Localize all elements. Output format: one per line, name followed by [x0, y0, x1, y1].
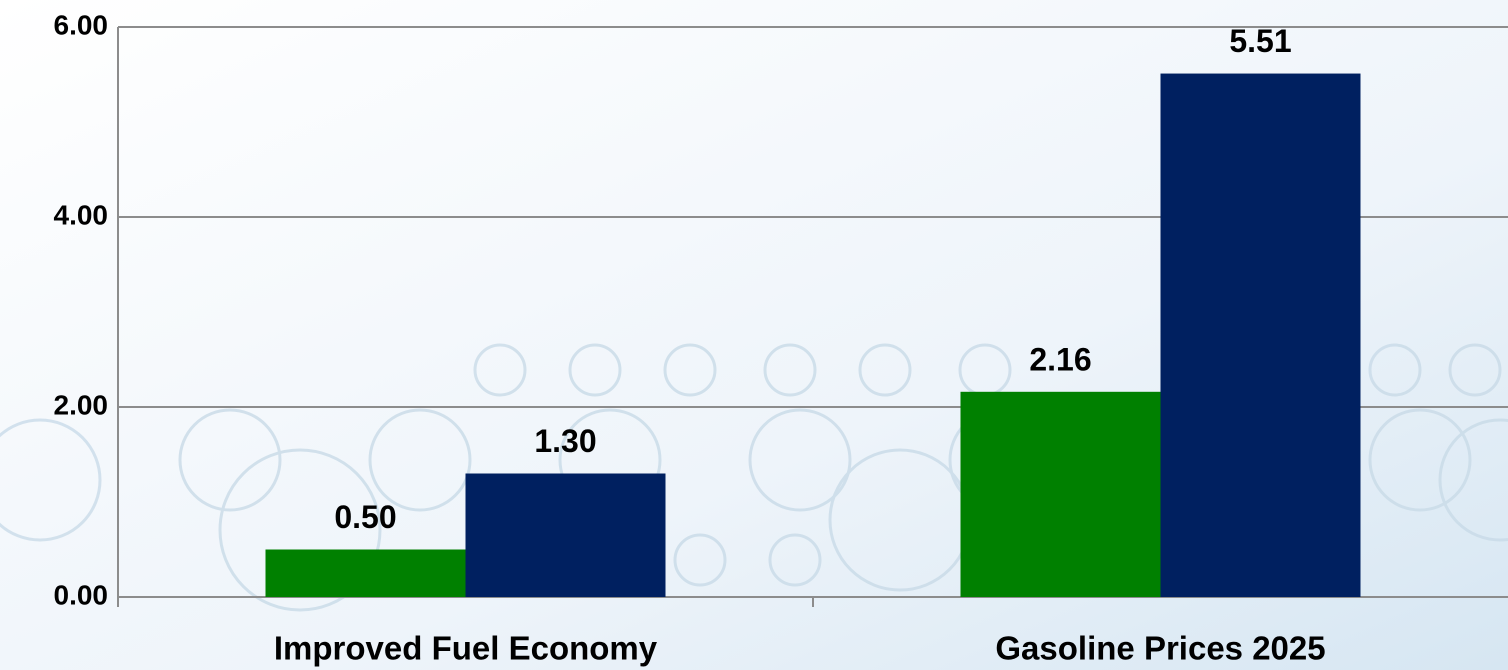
bar — [960, 391, 1161, 597]
x-tick-label: Gasoline Prices 2025 — [995, 630, 1325, 667]
data-label: 2.16 — [1029, 341, 1091, 377]
y-tick-label: 2.00 — [54, 389, 109, 420]
data-label: 1.30 — [534, 423, 596, 459]
bar — [465, 473, 666, 597]
bar — [265, 549, 466, 597]
data-label: 5.51 — [1229, 23, 1291, 59]
x-tick-label: Improved Fuel Economy — [274, 630, 658, 667]
bar — [1160, 73, 1361, 598]
y-tick-label: 6.00 — [54, 9, 109, 40]
y-tick-label: 0.00 — [54, 579, 109, 610]
data-label: 0.50 — [334, 499, 396, 535]
y-tick-label: 4.00 — [54, 199, 109, 230]
